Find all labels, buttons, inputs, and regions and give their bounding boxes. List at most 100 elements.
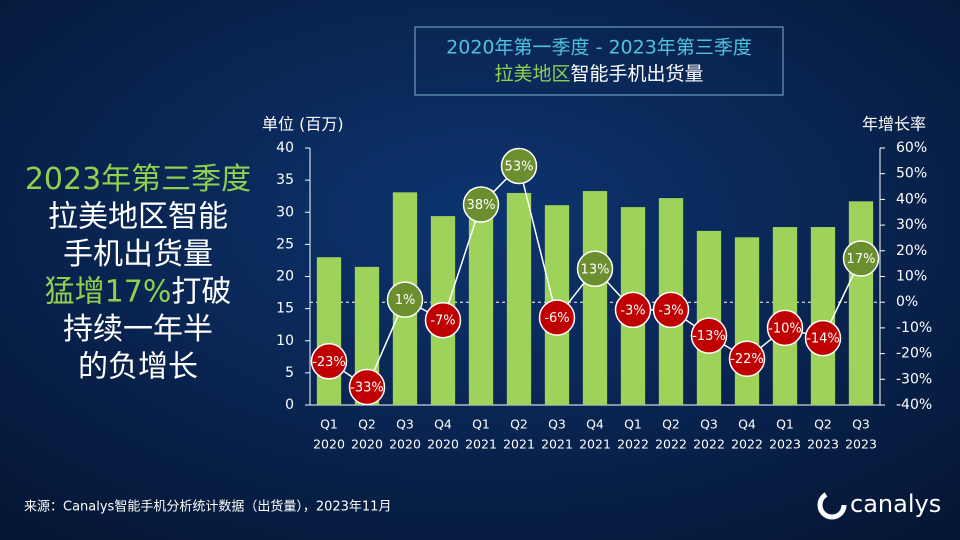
bar: [316, 257, 342, 405]
x-tick-label: Q3: [396, 417, 414, 432]
y-tick-label: 25: [276, 236, 294, 252]
x-tick-label: 2020: [427, 437, 459, 452]
subtitle-part: 拉美地区: [494, 63, 570, 85]
x-tick-label: 2021: [541, 437, 573, 452]
growth-marker: [348, 368, 386, 406]
y2-tick-label: 40%: [896, 191, 927, 207]
y-tick-label: 30: [276, 204, 294, 220]
headline-line: 的负增长: [78, 349, 198, 384]
y-tick-label: 15: [276, 301, 294, 317]
y2-tick-label: -40%: [896, 397, 932, 413]
x-tick-label: Q2: [662, 417, 680, 432]
title: 2020年第一季度 - 2023年第三季度: [446, 37, 752, 59]
growth-marker: [576, 250, 614, 288]
x-tick-label: Q1: [776, 417, 794, 432]
x-tick-label: 2020: [389, 437, 421, 452]
y-axis-label: 单位 (百万): [262, 115, 344, 134]
x-tick-label: Q4: [586, 417, 604, 432]
growth-label: 53%: [505, 159, 534, 174]
bar: [582, 191, 608, 405]
x-tick-label: 2021: [503, 437, 535, 452]
y2-tick-label: -20%: [896, 346, 932, 362]
headline-part: 拉美地区智能: [48, 199, 228, 234]
y2-axis-label: 年增长率: [862, 115, 926, 134]
bar: [810, 227, 836, 405]
y2-tick-label: 10%: [896, 269, 927, 285]
x-tick-label: Q2: [358, 417, 376, 432]
y-tick-label: 10: [276, 333, 294, 349]
growth-marker: [652, 291, 690, 329]
growth-marker: [386, 281, 424, 318]
growth-label: -3%: [620, 303, 645, 318]
logo: canalys: [817, 490, 941, 520]
title-box: [414, 26, 784, 96]
x-tick-label: 2022: [617, 437, 649, 452]
y2-tick-label: -30%: [896, 371, 932, 387]
source: 来源：Canalys智能手机分析统计数据（出货量），2023年11月: [24, 499, 391, 515]
x-tick-label: 2023: [845, 437, 877, 452]
x-tick-label: 2022: [731, 437, 763, 452]
growth-marker: [804, 319, 842, 357]
growth-marker: [310, 343, 348, 380]
headline-part: 持续一年半: [63, 312, 213, 347]
x-tick-label: 2020: [313, 437, 345, 452]
growth-marker: [842, 240, 880, 277]
growth-label: -23%: [312, 355, 346, 370]
x-tick-label: 2022: [693, 437, 725, 452]
growth-label: 17%: [847, 252, 876, 267]
y2-tick-label: 60%: [896, 140, 927, 156]
x-tick-label: 2021: [579, 437, 611, 452]
bar: [468, 189, 494, 405]
y2-tick-label: 0%: [896, 294, 918, 310]
y2-tick-label: 50%: [896, 166, 927, 182]
x-tick-label: 2021: [465, 437, 497, 452]
plot: 0 5 10 15 20 25 30 35 40 -40% -30% -20% -10% 0% 10% 20%…: [276, 140, 932, 452]
growth-marker: [500, 147, 538, 185]
bar: [848, 201, 874, 405]
x-tick-label: Q3: [548, 417, 566, 432]
y-tick-label: 0: [285, 397, 294, 413]
growth-label: -7%: [430, 314, 455, 329]
y2-tick-label: 30%: [896, 217, 927, 233]
logo-text: canalys: [850, 490, 941, 518]
headline-line: 手机出货量: [63, 237, 213, 272]
growth-label: -6%: [544, 311, 569, 326]
growth-label: 38%: [467, 198, 496, 213]
growth-marker: [424, 301, 462, 339]
headline-line: 猛增17%打破: [45, 274, 232, 309]
x-tick-label: Q1: [320, 417, 338, 432]
x-tick-label: Q2: [510, 417, 528, 432]
growth-marker: [462, 186, 500, 223]
headline-line: 持续一年半: [63, 312, 213, 347]
x-tick-label: 2023: [807, 437, 839, 452]
x-tick-label: Q3: [700, 417, 718, 432]
headline-line: 拉美地区智能: [48, 199, 228, 234]
growth-marker: [538, 299, 576, 336]
x-tick-label: Q4: [434, 417, 452, 432]
subtitle-part: 智能手机出货量: [571, 63, 704, 85]
y2-tick-label: 20%: [896, 243, 927, 259]
bar: [734, 237, 760, 405]
growth-marker: [728, 340, 766, 377]
headline-part: 手机出货量: [63, 237, 213, 272]
headline-part: 打破: [171, 274, 231, 309]
headline-part: 猛增17%: [45, 274, 172, 309]
bar: [506, 192, 532, 405]
y-tick-label: 40: [276, 140, 294, 156]
subtitle: 拉美地区智能手机出货量: [494, 63, 703, 85]
y-tick-label: 20: [276, 269, 294, 285]
x-tick-label: 2022: [655, 437, 687, 452]
x-tick-label: Q1: [472, 417, 490, 432]
x-tick-label: 2023: [769, 437, 801, 452]
headline-part: 2023年第三季度: [25, 162, 251, 197]
x-tick-label: Q2: [814, 417, 832, 432]
y-tick-label: 35: [276, 172, 294, 188]
headline-part: 的负增长: [78, 349, 198, 384]
growth-label: -3%: [658, 303, 683, 318]
y-tick-label: 5: [285, 365, 294, 381]
growth-marker: [690, 317, 728, 354]
growth-marker: [766, 309, 804, 347]
x-tick-label: Q4: [738, 417, 756, 432]
x-tick-label: Q1: [624, 417, 642, 432]
